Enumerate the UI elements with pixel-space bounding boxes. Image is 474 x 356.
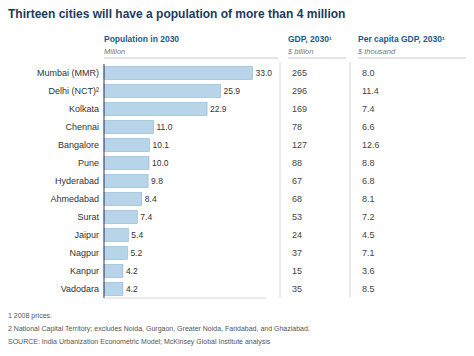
data-label: 8.4 — [145, 194, 157, 204]
bar — [104, 229, 128, 242]
bar — [104, 121, 154, 134]
bar — [104, 67, 253, 80]
table-value: 296 — [292, 86, 307, 96]
table-value: 127 — [292, 140, 307, 150]
category-label: Ahmedabad — [50, 194, 99, 204]
bar — [104, 211, 137, 224]
table-value: 37 — [292, 248, 302, 258]
table-value: 78 — [292, 122, 302, 132]
table-value: 53 — [292, 212, 302, 222]
column-1-unit: $ thousand — [357, 47, 396, 56]
footnote: SOURCE: India Urbanization Econometric M… — [8, 338, 271, 346]
table-value: 4.5 — [362, 230, 375, 240]
data-label: 11.0 — [157, 122, 173, 132]
category-label: Hyderabad — [55, 176, 99, 186]
data-label: 4.2 — [126, 284, 138, 294]
table-value: 169 — [292, 104, 307, 114]
data-label: 7.4 — [140, 212, 152, 222]
table-value: 7.1 — [362, 248, 375, 258]
bar — [104, 157, 149, 170]
bar — [104, 247, 127, 260]
footnote: 1 2008 prices. — [8, 312, 52, 320]
population-unit: Million — [104, 47, 125, 56]
category-label: Kanpur — [70, 266, 99, 276]
population-underline — [104, 58, 278, 59]
category-label: Mumbai (MMR) — [37, 68, 99, 78]
x-axis-line — [104, 298, 266, 299]
bar — [104, 283, 123, 296]
table-value: 24 — [292, 230, 302, 240]
table-value: 265 — [292, 68, 307, 78]
table-value: 6.8 — [362, 176, 375, 186]
bar — [104, 265, 123, 278]
bar — [104, 103, 207, 116]
category-label: Bangalore — [58, 140, 99, 150]
table-value: 12.6 — [362, 140, 380, 150]
category-label: Pune — [78, 158, 99, 168]
table-value: 8.5 — [362, 284, 375, 294]
y-axis-line — [104, 64, 105, 298]
data-label: 25.9 — [224, 86, 241, 96]
bar — [104, 175, 148, 188]
chart: Thirteen cities will have a population o… — [0, 0, 474, 356]
column-0-unit: $ billion — [287, 47, 313, 56]
table-value: 11.4 — [362, 86, 379, 96]
data-label: 10.1 — [152, 140, 169, 150]
column-divider — [350, 62, 351, 298]
category-label: Delhi (NCT)² — [49, 86, 100, 96]
category-label: Vadodara — [61, 284, 99, 294]
data-label: 9.8 — [151, 176, 163, 186]
table-value: 8.8 — [362, 158, 375, 168]
table-value: 15 — [292, 266, 302, 276]
column-1-header: Per capita GDP, 2030¹ — [358, 34, 445, 44]
data-label: 10.0 — [152, 158, 169, 168]
column-0-underline — [288, 58, 346, 59]
table-value: 68 — [292, 194, 302, 204]
column-divider — [280, 62, 281, 298]
bar — [104, 85, 221, 98]
table-value: 7.2 — [362, 212, 375, 222]
data-label: 5.4 — [131, 230, 143, 240]
data-label: 22.9 — [210, 104, 227, 114]
category-label: Kolkata — [69, 104, 99, 114]
footnote: 2 National Capital Territory; excludes N… — [8, 325, 310, 333]
category-label: Jaipur — [74, 230, 99, 240]
category-label: Surat — [77, 212, 99, 222]
table-value: 88 — [292, 158, 302, 168]
table-value: 8.0 — [362, 68, 375, 78]
data-label: 33.0 — [256, 68, 273, 78]
table-value: 7.4 — [362, 104, 375, 114]
table-value: 67 — [292, 176, 302, 186]
column-1-underline — [358, 58, 466, 59]
table-value: 3.6 — [362, 266, 375, 276]
population-header: Population in 2030 — [104, 34, 179, 44]
title: Thirteen cities will have a population o… — [8, 7, 345, 21]
data-label: 4.2 — [126, 266, 138, 276]
column-0-header: GDP, 2030¹ — [288, 34, 332, 44]
table-value: 6.6 — [362, 122, 375, 132]
bar — [104, 139, 149, 152]
bar — [104, 193, 142, 206]
data-label: 5.2 — [130, 248, 142, 258]
category-label: Chennai — [65, 122, 99, 132]
table-value: 35 — [292, 284, 302, 294]
table-value: 8.1 — [362, 194, 375, 204]
category-label: Nagpur — [69, 248, 99, 258]
